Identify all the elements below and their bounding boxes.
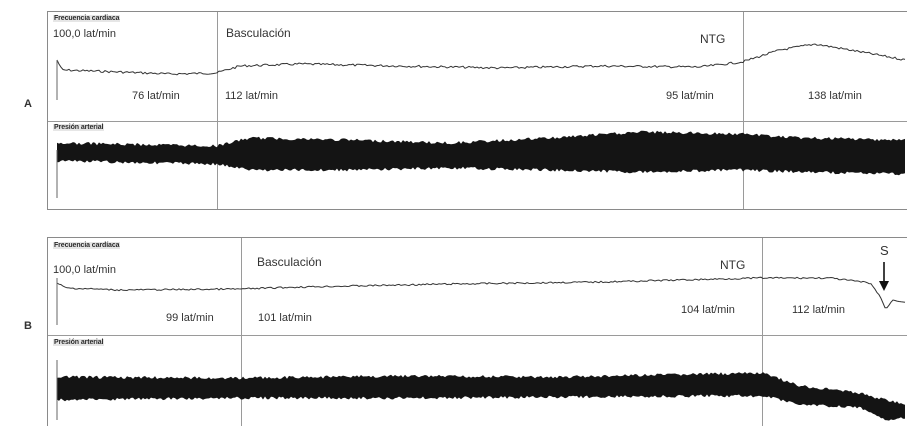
panel-a-channel-divider [48, 121, 907, 122]
panel-b-heart-rate-trace [56, 276, 906, 309]
panel-a-phase-ntg: NTG [700, 32, 726, 46]
panel-b-rate-ntg: 112 lat/min [792, 304, 845, 316]
panel-a-bp-channel-label: Presión arterial [53, 124, 105, 131]
panel-b-label: B [24, 320, 32, 332]
panel-a-label: A [24, 98, 32, 110]
panel-b-blood-pressure-trace [57, 372, 905, 421]
panel-b-ntg-marker-line [762, 238, 763, 426]
panel-b-basculacion-marker-line [241, 238, 242, 426]
trace-root [56, 43, 906, 421]
panel-b-hr-channel-label: Frecuencia cardíaca [53, 242, 121, 249]
panel-b-event-marker-label: S [880, 243, 889, 258]
panel-a-rate-baseline: 76 lat/min [132, 90, 180, 102]
panel-a-hr-scale: 100,0 lat/min [53, 28, 116, 40]
panel-a-rate-ntg: 138 lat/min [808, 90, 862, 102]
panel-b-hr-scale: 100,0 lat/min [53, 264, 116, 276]
event-arrow-icon [879, 262, 889, 291]
panel-a-blood-pressure-trace [57, 130, 905, 176]
panel-a-ntg-marker-line [743, 12, 744, 209]
panel-b-rate-basculacion: 101 lat/min [258, 312, 312, 324]
panel-b-phase-ntg: NTG [720, 258, 746, 272]
panel-a-basculacion-marker-line [217, 12, 218, 209]
panel-b-bp-channel-label: Presión arterial [53, 339, 105, 346]
panel-a-rate-pre-ntg: 95 lat/min [666, 90, 714, 102]
panel-b-channel-divider [48, 335, 907, 336]
panel-b-phase-basculacion: Basculación [257, 255, 322, 269]
panel-b-rate-pre-ntg: 104 lat/min [681, 304, 735, 316]
panel-a-heart-rate-trace [56, 43, 906, 76]
panel-a-phase-basculacion: Basculación [226, 26, 291, 40]
panel-a: Frecuencia cardiaca 100,0 lat/min Bascul… [47, 11, 907, 210]
panel-a-hr-channel-label: Frecuencia cardiaca [53, 15, 121, 22]
panel-b-rate-baseline: 99 lat/min [166, 312, 214, 324]
panel-a-rate-basculacion: 112 lat/min [225, 90, 278, 102]
